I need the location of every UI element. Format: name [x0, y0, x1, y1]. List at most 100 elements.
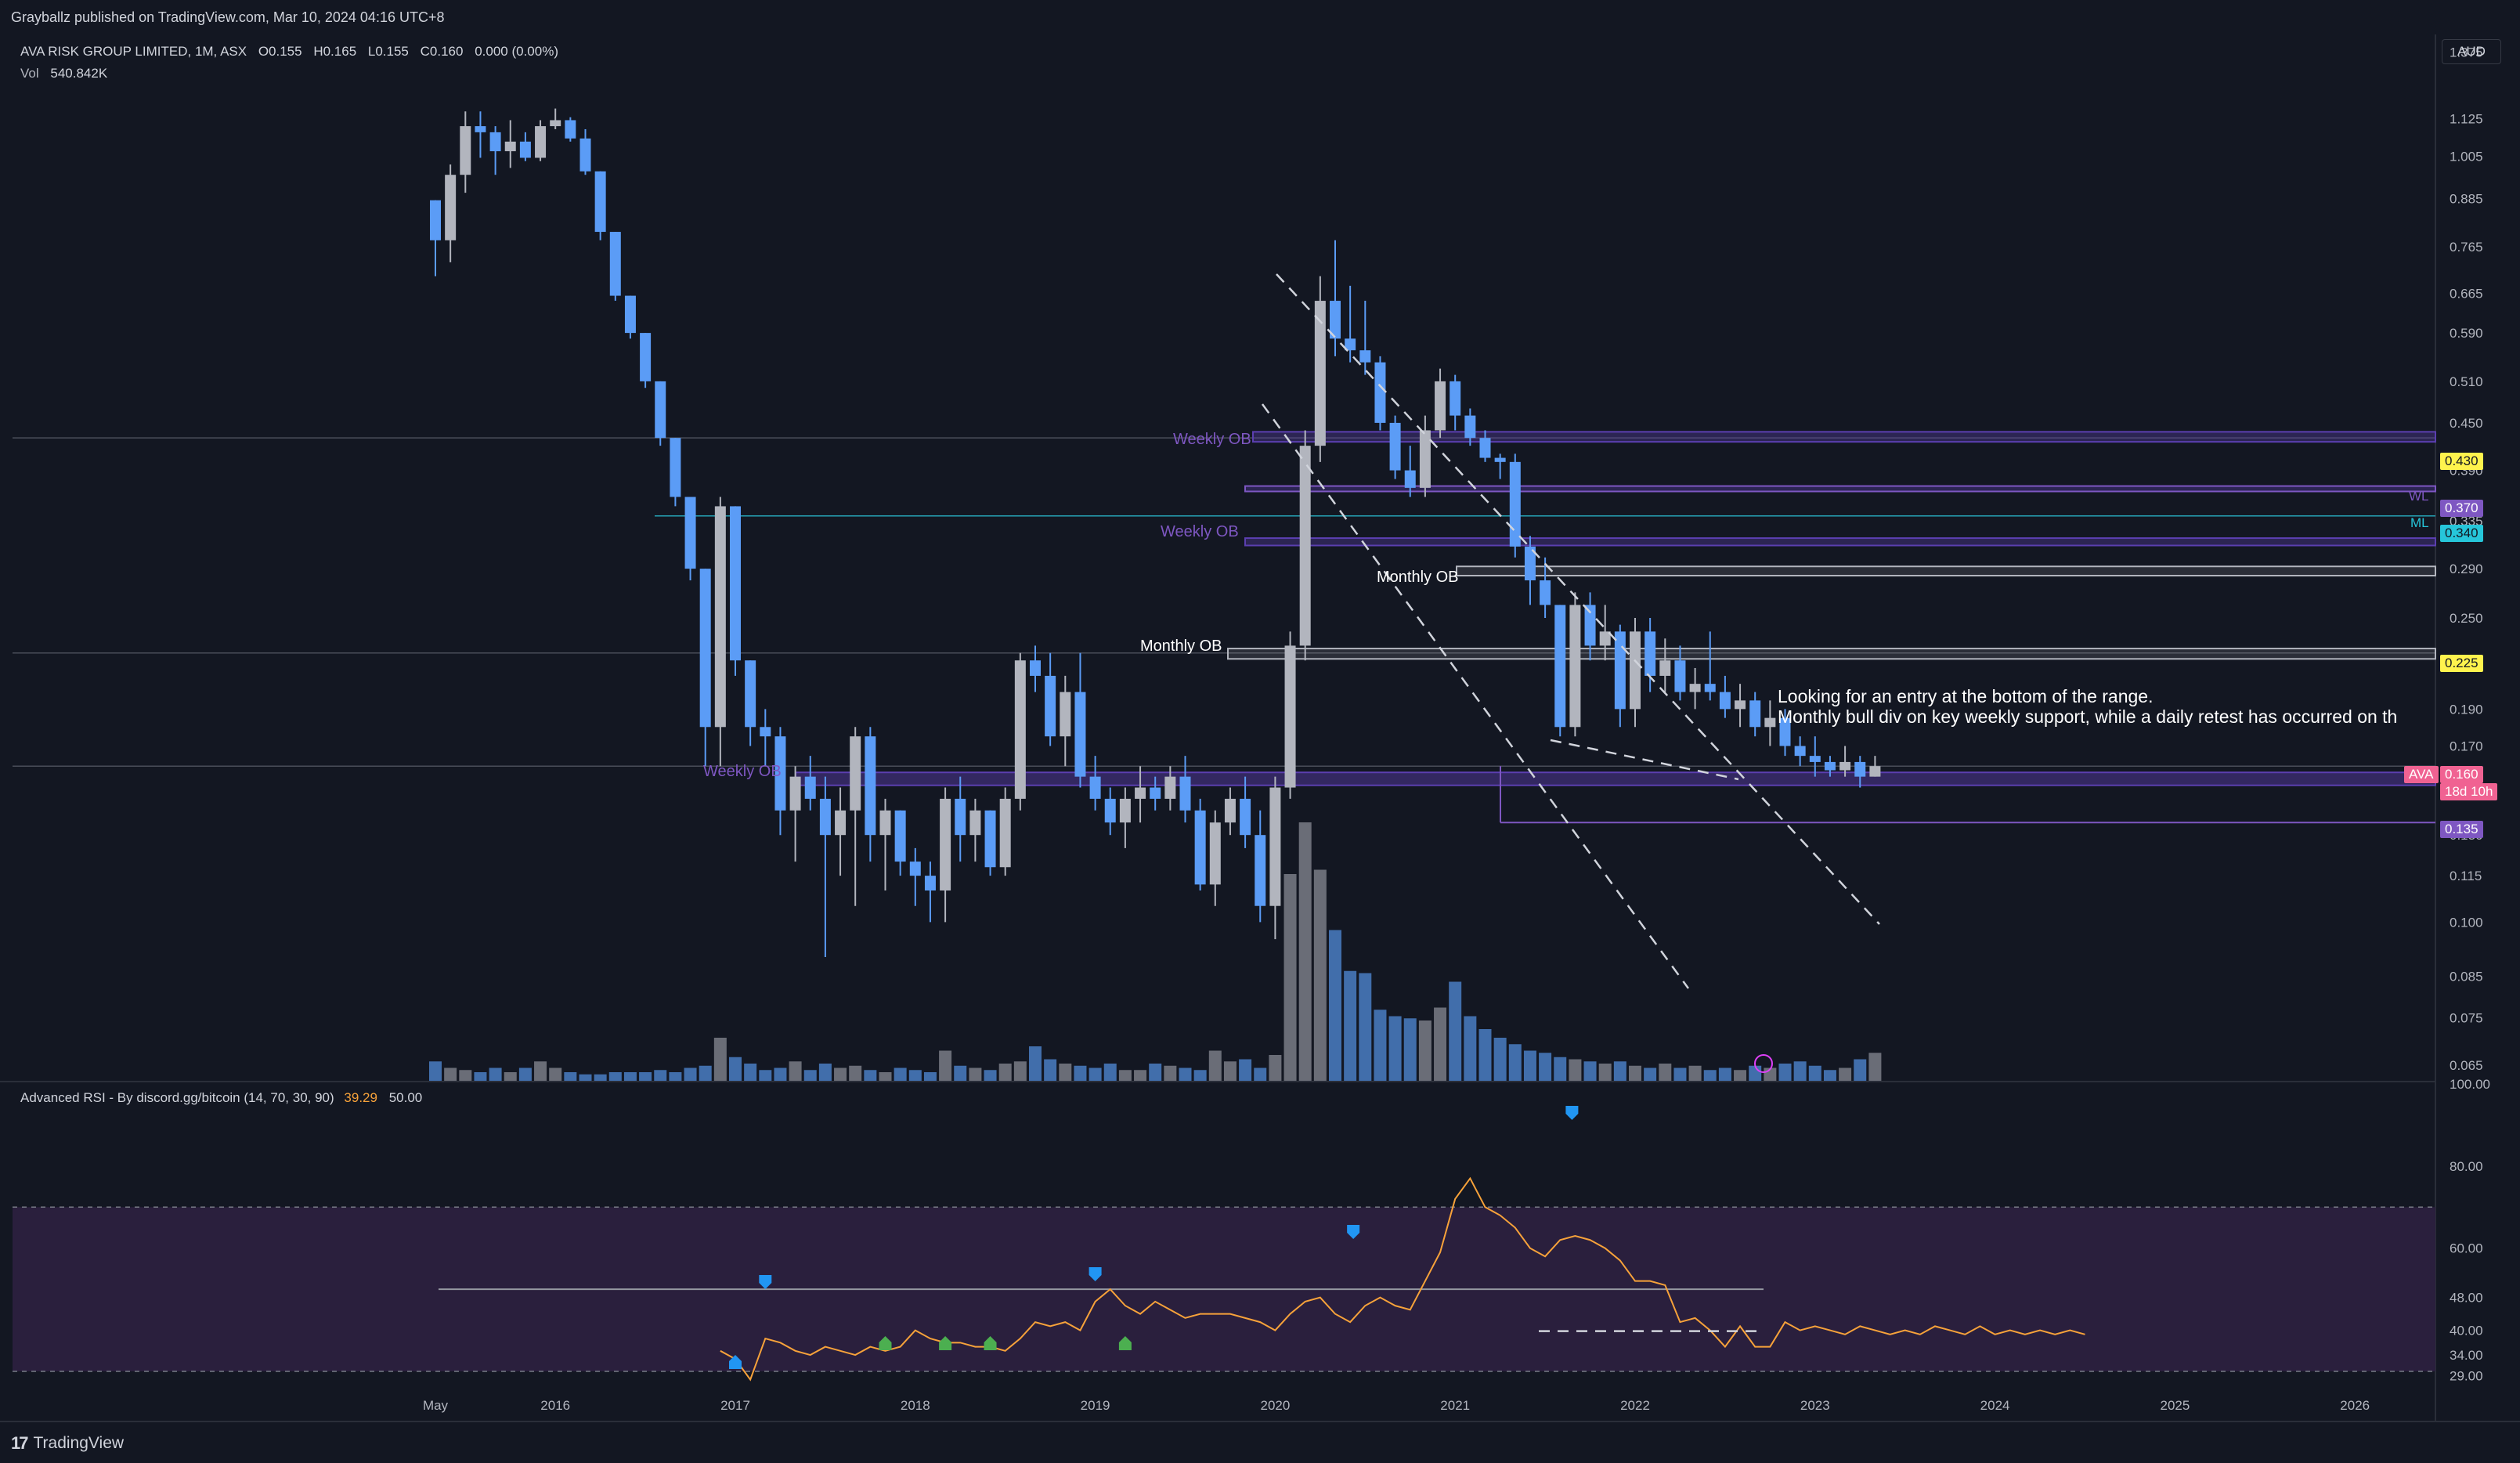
volume-bar-96 [1868, 1053, 1882, 1081]
candle-body-61 [1345, 338, 1356, 351]
price-tick-19: 0.100 [2450, 915, 2483, 930]
volume-bar-36 [969, 1067, 982, 1081]
rsi-tick-2: 60.00 [2450, 1241, 2483, 1256]
candle-body-60 [1330, 301, 1341, 339]
rsi-bull-marker-3 [1118, 1336, 1132, 1350]
candle-body-70 [1479, 438, 1491, 458]
range-base-line [1550, 739, 1739, 781]
volume-bar-94 [1839, 1067, 1852, 1081]
candle-body-83 [1674, 660, 1686, 692]
volume-bar-17 [684, 1067, 697, 1081]
volume-bar-1 [444, 1067, 457, 1081]
volume-bar-85 [1703, 1070, 1717, 1081]
volume-bar-75 [1554, 1057, 1567, 1081]
monthly-ob-label-2: Monthly OB [1377, 569, 1459, 586]
volume-bar-16 [669, 1072, 682, 1081]
publisher-text: Grayballz published on TradingView.com, … [11, 9, 445, 25]
candle-body-21 [745, 660, 756, 728]
volume-bar-59 [1313, 869, 1327, 1081]
candle-body-85 [1704, 684, 1716, 692]
channel-upper-line [1276, 273, 1880, 925]
candle-body-44 [1089, 776, 1101, 799]
candle-body-34 [940, 798, 951, 890]
candle-body-15 [655, 381, 666, 439]
weekly-ob-label-1: Weekly OB [1173, 431, 1251, 448]
rsi-top-marker-4 [1347, 1225, 1360, 1239]
volume-bar-34 [939, 1050, 952, 1081]
candle-body-66 [1419, 430, 1431, 488]
candle-body-24 [789, 776, 801, 811]
volume-bar-91 [1793, 1061, 1807, 1081]
rsi-tick-5: 34.00 [2450, 1348, 2483, 1363]
price-tick-18: 0.115 [2450, 869, 2482, 883]
volume-bar-79 [1613, 1061, 1626, 1081]
candle-body-12 [609, 232, 621, 296]
time-tick-2: 2017 [720, 1398, 750, 1413]
volume-bar-11 [594, 1074, 607, 1081]
monthly-ob-label-1: Monthly OB [1140, 638, 1222, 655]
alert-bolt-icon [1754, 1054, 1773, 1073]
ohlc-close: C0.160 [420, 44, 464, 59]
volume-bar-19 [713, 1038, 727, 1081]
time-tick-9: 2024 [1980, 1398, 2010, 1413]
volume-bar-38 [998, 1064, 1012, 1081]
volume-bar-20 [729, 1057, 742, 1081]
candle-body-29 [865, 736, 876, 836]
volume-bar-42 [1059, 1064, 1072, 1081]
price-tick-12: 0.250 [2450, 611, 2483, 626]
volume-bar-57 [1283, 874, 1297, 1081]
rsi-legend: Advanced RSI - By discord.gg/bitcoin (14… [20, 1090, 422, 1106]
candle-body-92 [1809, 756, 1821, 762]
volume-label[interactable]: Vol [20, 66, 39, 81]
currency-button[interactable]: AUD [2442, 39, 2501, 64]
volume-bar-68 [1449, 981, 1462, 1081]
wl-label: WL [2409, 489, 2429, 504]
candle-body-27 [835, 810, 847, 836]
candle-body-1 [445, 175, 457, 240]
price-tag-370: 0.370 [2440, 500, 2483, 517]
volume-bar-45 [1103, 1064, 1117, 1081]
symbol-line[interactable]: AVA RISK GROUP LIMITED, 1M, ASX [20, 44, 247, 59]
candle-body-50 [1179, 776, 1191, 811]
candle-body-78 [1599, 631, 1611, 646]
volume-bar-67 [1434, 1007, 1447, 1081]
candle-body-20 [730, 506, 741, 661]
candle-body-5 [504, 141, 516, 152]
rsi-tick-6: 29.00 [2450, 1368, 2483, 1383]
volume-bar-82 [1659, 1064, 1672, 1081]
candle-body-2 [460, 126, 471, 175]
candle-body-31 [894, 810, 906, 862]
candle-body-16 [670, 438, 681, 497]
weekly-ob-label-2: Weekly OB [1161, 523, 1239, 540]
candle-body-58 [1299, 446, 1311, 646]
time-tick-1: 2016 [540, 1398, 570, 1413]
volume-bar-62 [1359, 973, 1372, 1081]
publisher-bar: Grayballz published on TradingView.com, … [0, 0, 2520, 34]
volume-bar-81 [1644, 1067, 1657, 1081]
price-tick-8: 0.450 [2450, 416, 2483, 431]
candle-body-96 [1869, 766, 1881, 777]
volume-bar-61 [1344, 970, 1357, 1081]
volume-bar-27 [834, 1067, 847, 1081]
weekly-ob-zone-1 [1252, 431, 2436, 443]
volume-bar-63 [1374, 1010, 1387, 1081]
candle-body-38 [999, 798, 1011, 868]
candle-body-76 [1569, 605, 1581, 728]
candle-body-71 [1494, 457, 1506, 462]
candle-body-75 [1554, 605, 1566, 728]
volume-bar-52 [1208, 1050, 1222, 1081]
volume-bar-35 [954, 1065, 967, 1081]
candle-body-82 [1659, 660, 1671, 676]
price-tick-3: 0.885 [2450, 191, 2483, 206]
rsi-name[interactable]: Advanced RSI - By discord.gg/bitcoin (14… [20, 1090, 334, 1105]
tradingview-brand[interactable]: 17 TradingView [11, 1433, 124, 1454]
volume-bar-39 [1013, 1061, 1027, 1081]
ohlc-change: 0.000 (0.00%) [475, 44, 558, 59]
rsi-tick-1: 80.00 [2450, 1159, 2483, 1174]
candle-body-81 [1644, 631, 1656, 676]
candle-body-93 [1824, 761, 1836, 771]
candle-body-22 [760, 727, 771, 737]
rsi-midline-value: 50.00 [388, 1090, 423, 1105]
time-tick-11: 2026 [2340, 1398, 2370, 1413]
